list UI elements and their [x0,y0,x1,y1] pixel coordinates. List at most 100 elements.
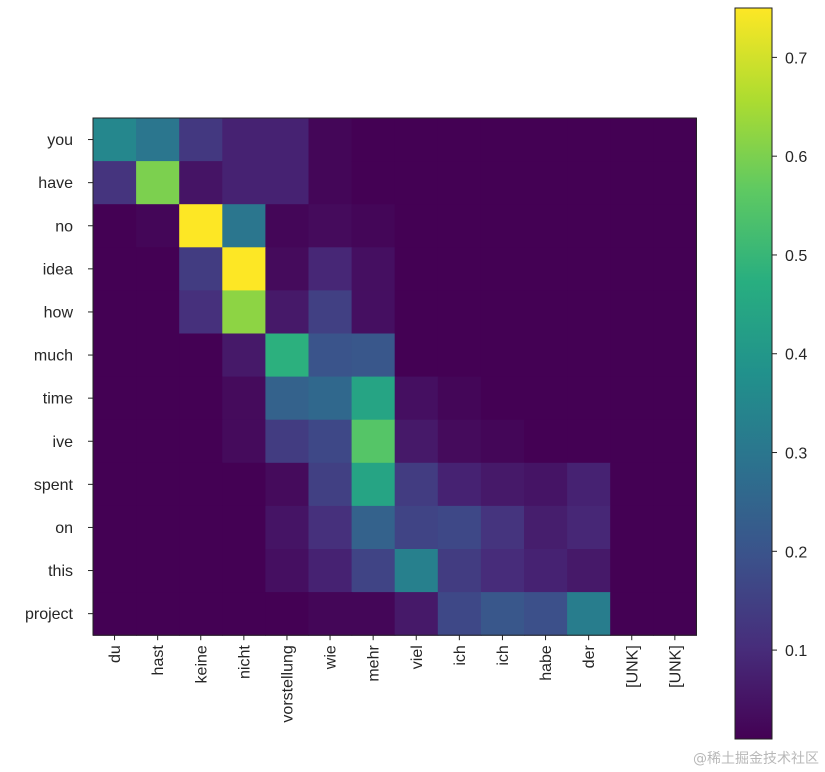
heatmap-cell-2-12 [610,204,654,248]
heatmap-cell-7-6 [351,419,396,464]
x-tick-label-7: viel [409,645,426,669]
heatmap-cell-11-3 [222,592,266,636]
heatmap-cell-4-0 [93,290,137,335]
colorbar-ticks: 0.1 0.2 0.3 0.4 0.5 0.6 0.7 [772,50,807,660]
heatmap-cell-5-11 [567,333,611,378]
x-tick-label-1: hast [150,645,167,676]
heatmap-cell-0-10 [524,118,568,162]
y-tick-label-4: how [44,304,74,321]
heatmap-cell-5-6 [351,333,396,378]
heatmap-cell-7-4 [265,419,310,464]
heatmap-cell-10-2 [179,549,223,593]
heatmap-cell-11-10 [524,592,568,636]
heatmap-cell-11-11 [567,592,611,636]
heatmap-cell-5-0 [93,333,137,378]
heatmap-cell-5-1 [136,333,180,378]
heatmap-cell-3-12 [610,247,654,291]
heatmap-cell-4-8 [437,290,482,335]
heatmap-cell-10-8 [437,549,482,593]
heatmap-cell-10-4 [265,549,310,593]
heatmap-cell-0-4 [265,118,310,162]
heatmap-cell-10-0 [93,549,137,593]
heatmap-cell-11-9 [480,592,525,636]
x-tick-label-0: du [107,645,124,663]
heatmap-cell-4-12 [610,290,654,335]
y-tick-label-3: idea [43,261,73,278]
heatmap-cell-1-9 [480,161,525,205]
heatmap-cell-6-6 [351,376,396,421]
heatmap-cell-7-7 [394,419,439,464]
heatmap-cell-3-5 [308,247,353,291]
heatmap-cell-0-2 [179,118,223,162]
heatmap-cell-1-1 [136,161,180,205]
heatmap-cell-11-0 [93,592,137,636]
heatmap-cell-9-7 [394,505,439,550]
heatmap-cell-2-7 [394,204,439,248]
heatmap-cell-8-3 [222,462,266,507]
heatmap-cell-10-1 [136,549,180,593]
heatmap-cell-9-4 [265,505,310,550]
heatmap-cell-6-13 [653,376,697,421]
heatmap-cell-0-6 [351,118,396,162]
heatmap-cell-10-5 [308,549,353,593]
heatmap-cell-1-12 [610,161,654,205]
colorbar-tick-label-2: 0.3 [785,446,807,463]
heatmap-cell-6-3 [222,376,266,421]
heatmap-cell-8-4 [265,462,310,507]
heatmap-cell-2-11 [567,204,611,248]
x-tick-label-11: der [581,645,598,669]
heatmap-cell-0-8 [437,118,482,162]
colorbar-tick-label-0: 0.1 [785,643,807,660]
heatmap-cell-3-1 [136,247,180,291]
heatmap-cell-10-11 [567,549,611,593]
heatmap-cell-2-0 [93,204,137,248]
colorbar-tick-label-3: 0.4 [785,347,807,364]
heatmap-cell-0-1 [136,118,180,162]
heatmap-cell-8-0 [93,462,137,507]
heatmap-cell-10-3 [222,549,266,593]
heatmap-cell-10-13 [653,549,697,593]
heatmap-cell-2-5 [308,204,353,248]
x-tick-label-10: habe [538,645,555,681]
x-tick-label-13: [UNK] [667,645,684,688]
heatmap-cell-5-5 [308,333,353,378]
heatmap-cell-9-13 [653,505,697,550]
heatmap-cell-1-4 [265,161,310,205]
heatmap-cell-1-7 [394,161,439,205]
y-tick-label-9: on [55,520,73,537]
heatmap-cell-8-6 [351,462,396,507]
y-tick-label-8: spent [34,477,74,494]
heatmap-cell-9-1 [136,505,180,550]
heatmap-cell-8-2 [179,462,223,507]
heatmap-cell-1-5 [308,161,353,205]
heatmap-cell-9-12 [610,505,654,550]
heatmap-cell-3-7 [394,247,439,291]
heatmap-cell-0-5 [308,118,353,162]
heatmap-cell-4-5 [308,290,353,335]
x-axis-ticks: du hast keine nicht vorstellung wie mehr viel ic… [107,635,684,723]
x-tick-label-12: [UNK] [624,645,641,688]
y-tick-label-5: much [34,348,73,365]
heatmap-cell-3-4 [265,247,310,291]
heatmap-cell-2-1 [136,204,180,248]
heatmap-cell-7-1 [136,419,180,464]
heatmap-cell-9-5 [308,505,353,550]
heatmap-cell-1-8 [437,161,482,205]
heatmap-cell-4-4 [265,290,310,335]
heatmap-cell-8-13 [653,462,697,507]
heatmap-cell-0-3 [222,118,266,162]
heatmap-cell-3-9 [480,247,525,291]
heatmap-cell-3-10 [524,247,568,291]
x-tick-label-4: vorstellung [279,645,296,722]
heatmap-cell-7-11 [567,419,611,464]
heatmap-cell-8-8 [437,462,482,507]
heatmap-cell-1-10 [524,161,568,205]
heatmap-cell-0-11 [567,118,611,162]
heatmap-cell-10-12 [610,549,654,593]
heatmap-cell-6-4 [265,376,310,421]
heatmap-cell-8-9 [480,462,525,507]
colorbar-gradient [734,7,773,740]
heatmap-cell-7-13 [653,419,697,464]
heatmap-cell-2-4 [265,204,310,248]
